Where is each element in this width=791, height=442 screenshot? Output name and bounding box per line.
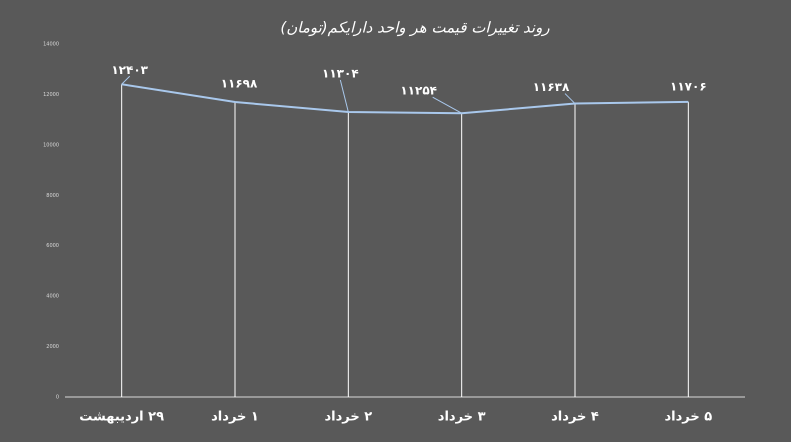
data-label: ۱۱۳۰۴ [322,66,359,80]
y-tick-label: 10000 [43,142,59,148]
data-label: ۱۱۷۰۶ [670,79,707,93]
line-series [121,83,689,115]
x-tick-label: ۴ خرداد [551,410,599,425]
x-tick-label: ۳ خرداد [438,410,486,425]
data-label: ۱۱۲۵۴ [400,84,437,98]
y-tick-label: 8000 [46,193,59,199]
x-tick-label: ۵ خرداد [664,410,712,425]
x-tick-label: ۱ خرداد [211,410,259,425]
x-tick-label: ۲۹ اردیبهشت [79,410,164,425]
y-tick-label: 14000 [43,42,59,48]
y-tick-label: 4000 [46,294,59,300]
y-tick-label: 2000 [46,344,59,350]
data-label: ۱۱۶۳۸ [533,80,570,94]
leader-line [121,75,131,85]
leader-line [564,93,576,104]
leader-line [339,79,349,113]
y-tick-label: 12000 [43,92,59,98]
leader-line [432,96,462,114]
data-label: ۱۱۶۹۸ [221,77,258,91]
chart-title: روند تغییرات قیمت هر واحد دارایکم(تومان) [280,19,550,37]
y-tick-label: 0 [56,395,59,401]
x-tick-label: ۲ خرداد [324,410,372,425]
data-label: ۱۲۴۰۳ [111,63,148,77]
y-tick-label: 6000 [46,243,59,249]
